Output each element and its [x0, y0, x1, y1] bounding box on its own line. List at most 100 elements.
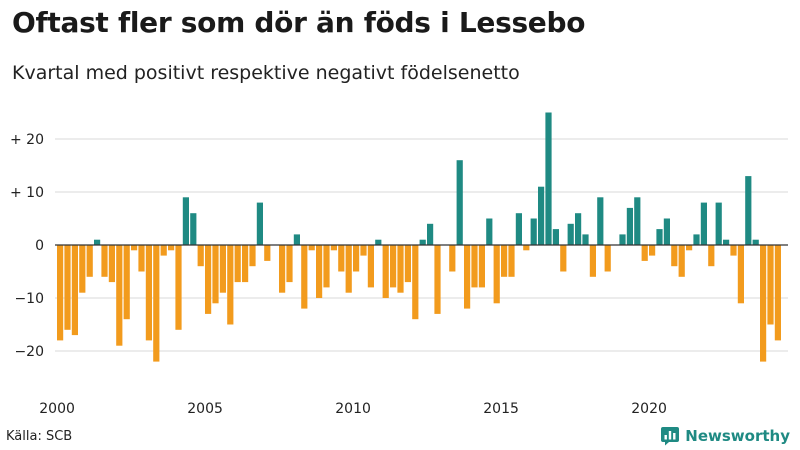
x-tick-label: 2005: [187, 401, 223, 417]
bar: [71, 245, 78, 336]
bar: [567, 223, 574, 245]
bar: [471, 245, 478, 288]
bar: [279, 245, 286, 293]
bar: [338, 245, 345, 272]
bar: [634, 197, 641, 245]
bar: [345, 245, 352, 293]
bar: [449, 245, 456, 272]
bar: [663, 218, 670, 245]
bar: [434, 245, 441, 314]
y-tick-label: −20: [14, 344, 44, 360]
bar: [412, 245, 419, 320]
bar: [182, 197, 189, 245]
bar: [604, 245, 611, 272]
bar: [745, 176, 752, 245]
bar: [523, 245, 530, 251]
bar: [264, 245, 271, 261]
bar: [308, 245, 315, 251]
bar: [649, 245, 656, 256]
bar: [486, 218, 493, 245]
bar: [752, 239, 759, 245]
bar: [575, 213, 582, 245]
bar: [715, 202, 722, 245]
bar: [597, 197, 604, 245]
bar: [175, 245, 182, 330]
bar: [700, 202, 707, 245]
bar: [293, 234, 300, 245]
y-tick-label: + 20: [10, 132, 44, 148]
bar: [671, 245, 678, 267]
bar: [723, 239, 730, 245]
bar: [656, 229, 663, 245]
bar: [641, 245, 648, 261]
x-tick-label: 2000: [39, 401, 75, 417]
bar: [737, 245, 744, 304]
bar: [212, 245, 219, 304]
bar: [530, 218, 537, 245]
bar: [774, 245, 781, 341]
bar: [456, 160, 463, 245]
bar: [323, 245, 330, 288]
bar: [301, 245, 308, 309]
bar: [730, 245, 737, 256]
bar: [367, 245, 374, 288]
bar: [464, 245, 471, 309]
source-note: Källa: SCB: [6, 429, 73, 444]
bar: [375, 239, 382, 245]
bar: [131, 245, 138, 251]
bar: [205, 245, 212, 314]
bar: [360, 245, 367, 256]
x-tick-label: 2015: [483, 401, 519, 417]
bar: [242, 245, 249, 283]
brand-logo: Newsworthy: [660, 426, 790, 446]
bar: [493, 245, 500, 304]
bar: [767, 245, 774, 325]
bar: [197, 245, 204, 267]
bar: [145, 245, 152, 341]
bar: [501, 245, 508, 277]
bar: [153, 245, 160, 362]
bar: [626, 207, 633, 245]
bar: [64, 245, 71, 330]
bar: [478, 245, 485, 288]
bar: [693, 234, 700, 245]
bar: [582, 234, 589, 245]
bar: [427, 223, 434, 245]
y-tick-label: −10: [14, 291, 44, 307]
bar: [353, 245, 360, 272]
bar: [116, 245, 123, 346]
bar: [589, 245, 596, 277]
bar: [57, 245, 64, 341]
bar: [397, 245, 404, 293]
bar: [160, 245, 167, 256]
bar: [545, 112, 552, 245]
x-tick-label: 2010: [335, 401, 371, 417]
bar: [538, 186, 545, 245]
bar: [249, 245, 256, 267]
chart-title: Oftast fler som dör än föds i Lessebo: [12, 6, 586, 39]
bar: [256, 202, 263, 245]
bar: [227, 245, 234, 325]
chart-subtitle: Kvartal med positivt respektive negativt…: [12, 62, 520, 84]
bar: [552, 229, 559, 245]
bar: [382, 245, 389, 298]
newsworthy-logo-icon: [661, 427, 680, 446]
bar: [94, 239, 101, 245]
y-tick-label: 0: [35, 238, 44, 254]
bar: [316, 245, 323, 298]
brand-name: Newsworthy: [685, 427, 790, 445]
bar: [168, 245, 175, 251]
bar: [760, 245, 767, 362]
bar: [419, 239, 426, 245]
bar: [404, 245, 411, 283]
bar: [686, 245, 693, 251]
x-tick-label: 2020: [631, 401, 667, 417]
y-tick-label: + 10: [10, 185, 44, 201]
bar: [190, 213, 197, 245]
bar: [123, 245, 130, 320]
bar: [678, 245, 685, 277]
bar: [101, 245, 108, 277]
bar: [138, 245, 145, 272]
bar: [560, 245, 567, 272]
